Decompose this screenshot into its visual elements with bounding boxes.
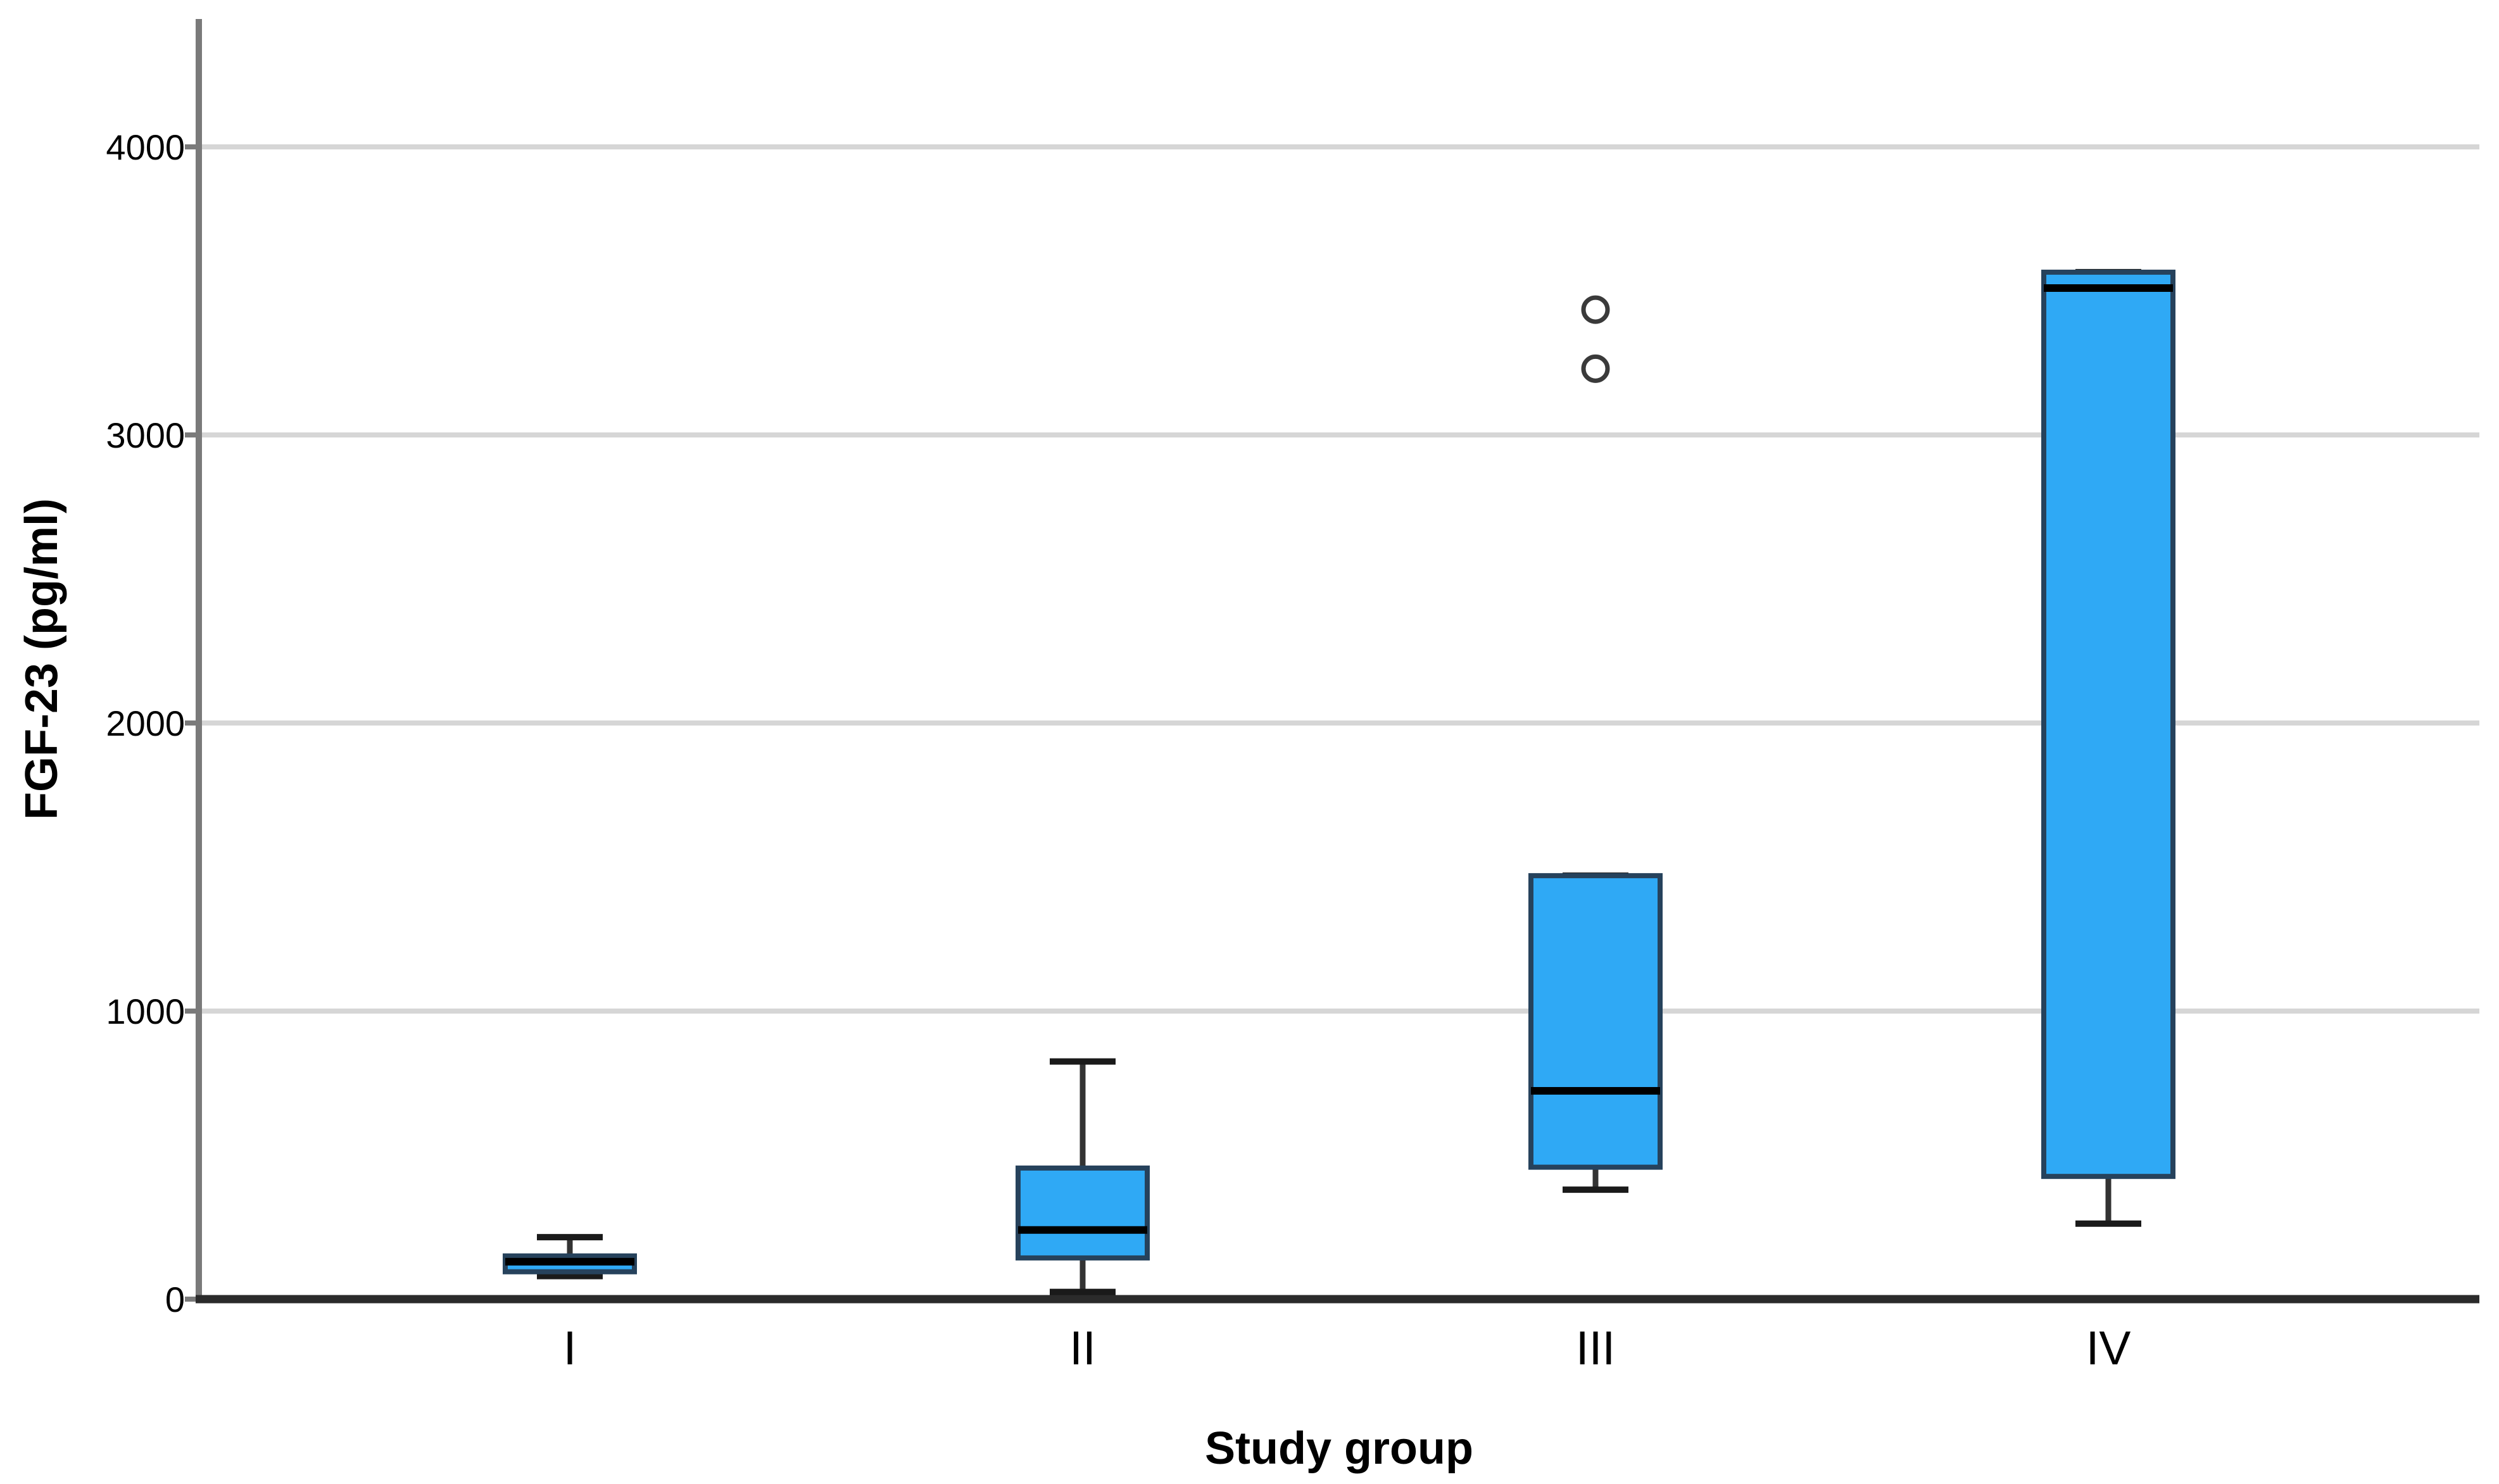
boxplot-group-IV [2041, 268, 2175, 1227]
boxplots [503, 268, 2175, 1295]
y-axis-title: FGF-23 (pg/ml) [16, 498, 67, 820]
box [1528, 873, 1663, 1170]
y-tick-label: 4000 [106, 127, 185, 167]
outlier-point [1581, 295, 1610, 324]
x-category-label: I [563, 1321, 577, 1374]
y-tick-label: 1000 [106, 991, 185, 1031]
boxplot-group-III [1528, 295, 1663, 1193]
boxplot-group-I [503, 1234, 637, 1280]
axes [185, 19, 2479, 1304]
box [1016, 1165, 1150, 1261]
x-axis-title: Study group [1205, 1423, 1473, 1474]
x-category-label: III [1576, 1321, 1616, 1374]
x-category-label: II [1069, 1321, 1096, 1374]
y-tick-label: 2000 [106, 703, 185, 743]
y-tick-label: 0 [165, 1280, 185, 1319]
x-category-labels: I II III IV [563, 1321, 2131, 1374]
box [2041, 269, 2175, 1179]
outlier-point [1581, 354, 1610, 383]
y-tick-label: 3000 [106, 415, 185, 455]
x-category-label: IV [2086, 1321, 2131, 1374]
boxplot-group-II [1016, 1058, 1150, 1295]
y-tick-labels: 0 1000 2000 3000 4000 [106, 127, 185, 1319]
